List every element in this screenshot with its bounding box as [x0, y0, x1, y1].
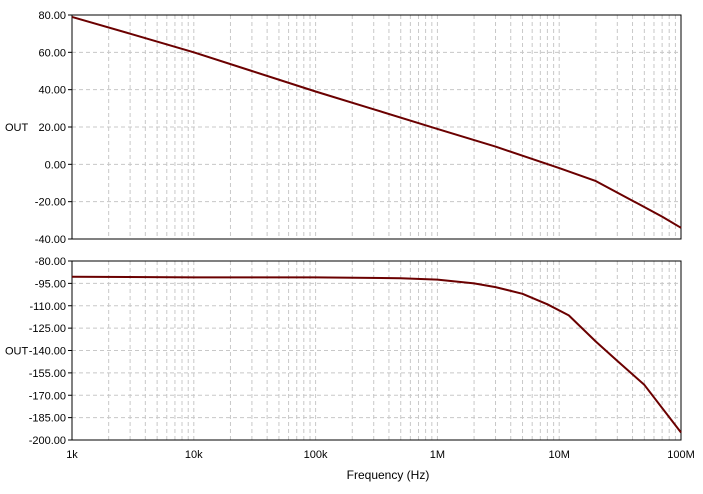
x-tick-label: 1M: [430, 449, 445, 461]
y-tick-label: -140.00: [29, 346, 66, 358]
y-tick-label: 40.00: [38, 85, 66, 97]
series-line: [71, 15, 682, 229]
y-tick-label: 20.00: [38, 122, 66, 134]
y-tick-label: -185.00: [29, 413, 66, 425]
y-tick-label: -170.00: [29, 390, 66, 402]
magnitude-panel: 80.00 60.00 40.00 20.00 0.00 -20.00 -40.00 OUT: [5, 10, 682, 246]
x-tick-label: 1k: [66, 449, 78, 461]
y-tick-label: -110.00: [30, 301, 67, 313]
x-tick-label: 10M: [548, 449, 569, 461]
series-line: [71, 275, 682, 434]
phase-panel: -80.00 -95.00 -110.00 -125.00 -140.00 -155.00…: [5, 256, 695, 461]
x-axis-label: Frequency (Hz): [347, 468, 430, 482]
y-tick-label: 0.00: [45, 159, 66, 171]
y-tick-label: -40.00: [35, 234, 66, 246]
y-axis-label: OUT: [5, 122, 29, 134]
x-tick-label: 100k: [304, 449, 328, 461]
y-tick-label: -95.00: [35, 278, 66, 290]
y-tick-label: -80.00: [35, 256, 66, 268]
y-tick-label: -125.00: [29, 323, 66, 335]
y-tick-label: 80.00: [38, 10, 66, 22]
y-axis-label: OUT: [5, 346, 29, 358]
x-tick-label: 100M: [667, 449, 695, 461]
y-tick-label: -155.00: [29, 368, 66, 380]
y-tick-label: -200.00: [29, 435, 66, 447]
y-tick-label: -20.00: [35, 197, 66, 209]
y-tick-label: 60.00: [38, 47, 66, 59]
x-tick-label: 10k: [185, 449, 203, 461]
